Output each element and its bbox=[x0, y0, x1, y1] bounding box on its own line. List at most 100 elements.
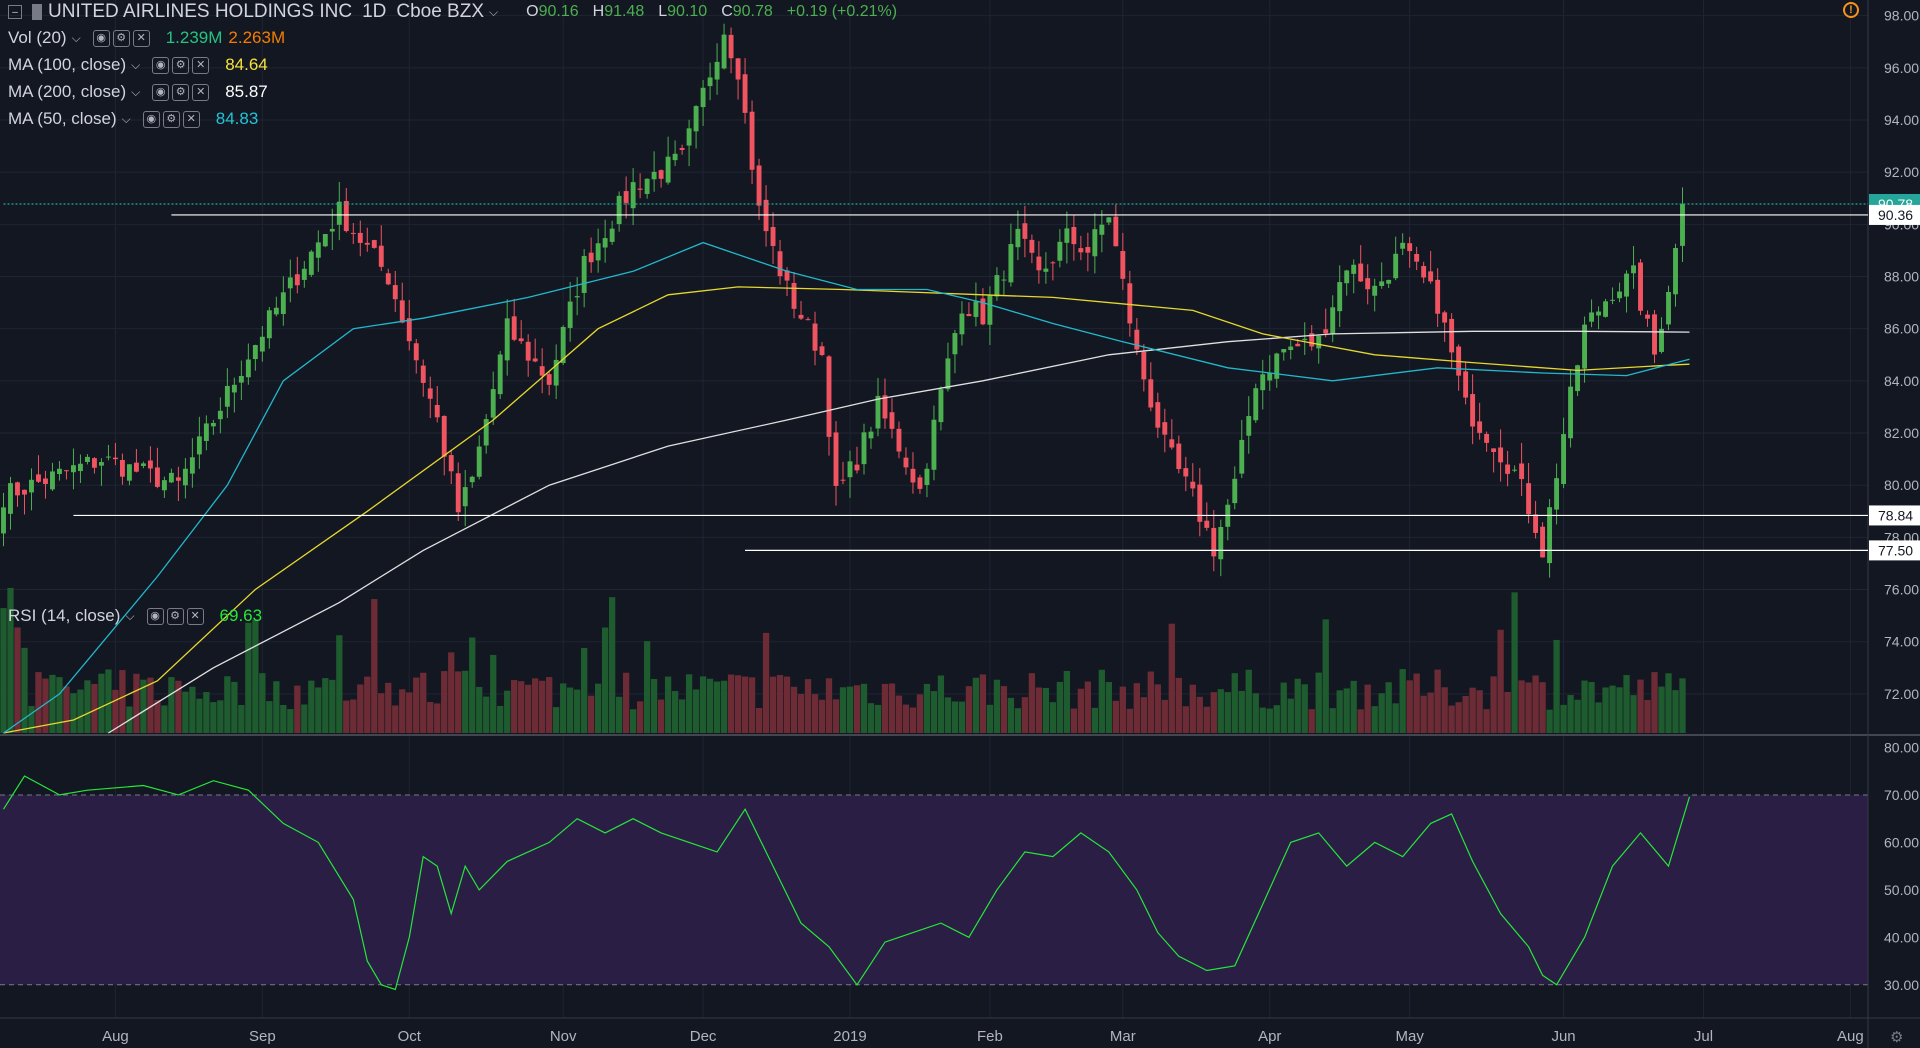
volume-bar bbox=[413, 677, 420, 733]
candle bbox=[1015, 228, 1021, 248]
gear-icon[interactable]: ⚙ bbox=[112, 29, 130, 47]
candle bbox=[1568, 386, 1574, 439]
price-tick-label: 84.00 bbox=[1884, 373, 1919, 389]
volume-bar bbox=[441, 671, 448, 733]
volume-bar bbox=[755, 707, 763, 733]
volume-bar bbox=[860, 683, 868, 733]
volume-bar bbox=[1077, 688, 1085, 733]
candle bbox=[903, 457, 909, 468]
volume-bar bbox=[1350, 680, 1357, 733]
gear-icon[interactable]: ⚙ bbox=[172, 83, 190, 101]
candle bbox=[1344, 270, 1350, 284]
volume-bar bbox=[224, 676, 231, 733]
close-icon[interactable]: ✕ bbox=[132, 29, 150, 47]
volume-bar bbox=[147, 677, 154, 733]
indicator-label[interactable]: RSI (14, close) bbox=[8, 606, 121, 625]
chevron-down-icon[interactable]: ⌵ bbox=[71, 30, 81, 45]
volume-bar bbox=[1406, 680, 1413, 733]
volume-bar bbox=[727, 674, 735, 733]
candle bbox=[175, 477, 181, 481]
eye-icon[interactable]: ◉ bbox=[146, 607, 164, 625]
exchange-label[interactable]: Cboe BZX bbox=[396, 1, 485, 22]
volume-bar bbox=[1175, 677, 1182, 733]
close-icon[interactable]: ✕ bbox=[192, 56, 210, 74]
candle bbox=[910, 468, 916, 483]
candle bbox=[847, 461, 853, 478]
chevron-down-icon[interactable]: ⌵ bbox=[125, 608, 135, 623]
price-tick-label: 76.00 bbox=[1884, 582, 1919, 598]
volume-bar bbox=[1651, 672, 1658, 733]
candle bbox=[399, 300, 405, 323]
indicator-label[interactable]: MA (50, close) bbox=[8, 109, 117, 128]
candle bbox=[588, 252, 594, 263]
indicator-label[interactable]: Vol (20) bbox=[8, 28, 67, 47]
gear-icon[interactable]: ⚙ bbox=[162, 110, 180, 128]
candle bbox=[784, 270, 790, 281]
volume-bar bbox=[1588, 682, 1595, 733]
chevron-down-icon[interactable]: ⌵ bbox=[131, 84, 141, 99]
volume-bar bbox=[608, 597, 616, 733]
volume-bar bbox=[1546, 709, 1553, 733]
indicator-row[interactable]: MA (50, close) ⌵ ◉ ⚙ ✕ 84.83 bbox=[8, 107, 258, 131]
volume-bar bbox=[1378, 693, 1385, 733]
volume-bar bbox=[1595, 702, 1602, 733]
indicator-row[interactable]: MA (200, close) ⌵ ◉ ⚙ ✕ 85.87 bbox=[8, 80, 268, 104]
eye-icon[interactable]: ◉ bbox=[92, 29, 110, 47]
candle bbox=[1274, 353, 1280, 379]
volume-bar bbox=[259, 673, 266, 733]
volume-bar bbox=[1525, 682, 1532, 733]
indicator-label[interactable]: MA (200, close) bbox=[8, 82, 127, 101]
volume-bar bbox=[77, 689, 84, 733]
gear-icon[interactable]: ⚙ bbox=[172, 56, 190, 74]
volume-bar bbox=[252, 619, 259, 733]
gear-icon[interactable]: ⚙ bbox=[1890, 1029, 1904, 1046]
eye-icon[interactable]: ◉ bbox=[152, 83, 170, 101]
volume-bar bbox=[1070, 708, 1078, 733]
indicator-row[interactable]: Vol (20) ⌵ ◉ ⚙ ✕ 1.239M 2.263M bbox=[8, 26, 285, 50]
volume-bar bbox=[1231, 673, 1238, 733]
candle bbox=[50, 471, 55, 490]
ohlc-values: O90.16 H91.48 L90.10 C90.78 +0.19 (+0.21… bbox=[526, 3, 898, 20]
collapse-icon[interactable]: – bbox=[8, 5, 22, 19]
close-icon[interactable]: ✕ bbox=[192, 83, 210, 101]
volume-bar bbox=[1315, 672, 1322, 733]
indicator-label[interactable]: MA (100, close) bbox=[8, 55, 127, 74]
volume-bar bbox=[1189, 684, 1196, 733]
volume-bar bbox=[692, 689, 700, 733]
rsi-tick-label: 50.00 bbox=[1884, 882, 1919, 898]
volume-bar bbox=[1616, 687, 1623, 733]
volume-bar bbox=[1637, 679, 1644, 733]
close-icon[interactable]: ✕ bbox=[186, 607, 204, 625]
indicator-row[interactable]: MA (100, close) ⌵ ◉ ⚙ ✕ 84.64 bbox=[8, 53, 268, 77]
volume-bar bbox=[1413, 673, 1420, 733]
candle bbox=[1491, 448, 1497, 452]
symbol-name[interactable]: UNITED AIRLINES HOLDINGS INC bbox=[48, 1, 353, 22]
volume-bar bbox=[1168, 623, 1175, 733]
indicator-row[interactable]: RSI (14, close) ⌵ ◉ ⚙ ✕ 69.63 bbox=[8, 604, 262, 628]
volume-bar bbox=[650, 678, 658, 733]
candle bbox=[1330, 307, 1336, 334]
interval-label[interactable]: 1D bbox=[362, 1, 387, 22]
close-icon[interactable]: ✕ bbox=[182, 110, 200, 128]
volume-bar bbox=[1252, 693, 1259, 733]
candle bbox=[245, 359, 251, 378]
chevron-down-icon[interactable]: ⌵ bbox=[121, 111, 131, 126]
candle bbox=[315, 242, 321, 258]
candle bbox=[273, 307, 279, 315]
volume-bar bbox=[1560, 704, 1567, 733]
volume-bar bbox=[1511, 592, 1518, 733]
gear-icon[interactable]: ⚙ bbox=[166, 607, 184, 625]
eye-icon[interactable]: ◉ bbox=[142, 110, 160, 128]
volume-bar bbox=[49, 674, 56, 733]
candle bbox=[721, 34, 727, 69]
chevron-down-icon[interactable]: ⌵ bbox=[489, 4, 499, 19]
candle bbox=[658, 170, 664, 179]
volume-bar bbox=[329, 679, 336, 733]
chevron-down-icon[interactable]: ⌵ bbox=[131, 57, 141, 72]
volume-bar bbox=[84, 680, 91, 733]
alert-icon[interactable]: ! bbox=[1843, 2, 1859, 18]
eye-icon[interactable]: ◉ bbox=[152, 56, 170, 74]
volume-bar bbox=[0, 608, 7, 733]
candle bbox=[1134, 329, 1140, 350]
